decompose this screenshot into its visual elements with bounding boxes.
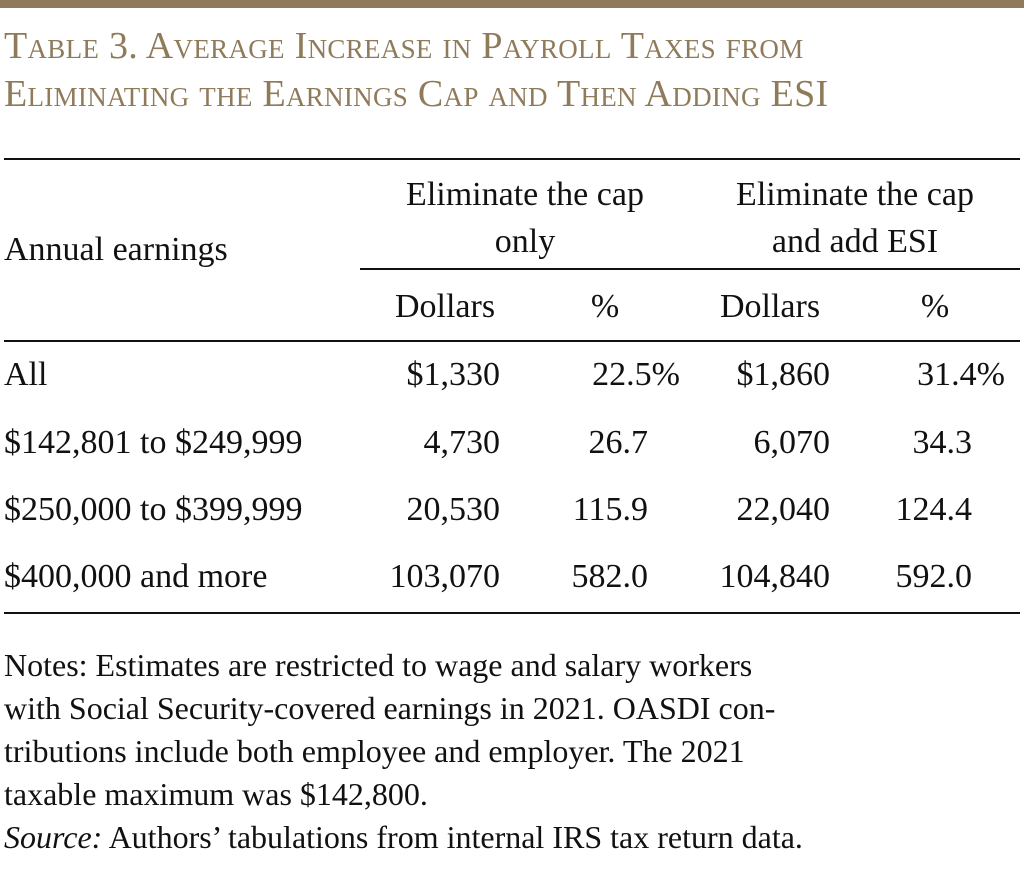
subheader-dollars-1: Dollars bbox=[394, 288, 496, 325]
table-top-rule bbox=[4, 158, 1020, 160]
notes-line-1: Notes: Estimates are restricted to wage … bbox=[4, 647, 753, 683]
source-text: Authors’ tabulations from internal IRS t… bbox=[102, 819, 803, 855]
table-notes: Notes: Estimates are restricted to wage … bbox=[4, 644, 1020, 859]
row-label-142801-249999: $142,801 to $249,999 bbox=[4, 424, 303, 461]
row-2-percent-cap-only: 115.9 bbox=[572, 491, 648, 528]
row-1-percent-cap-only: 26.7 bbox=[588, 424, 649, 461]
header-group-cap-esi-line-2: and add ESI bbox=[771, 223, 939, 260]
table-title: Table 3. Average Increase in Payroll Tax… bbox=[4, 22, 1020, 118]
row-1-dollars-cap-esi: 6,070 bbox=[753, 424, 831, 461]
header-group-cap-only-line-2: only bbox=[494, 223, 556, 260]
row-2-percent-cap-esi: 124.4 bbox=[895, 491, 973, 528]
source-line: Source: Authors’ tabulations from intern… bbox=[4, 816, 1020, 859]
header-bottom-rule bbox=[4, 340, 1020, 342]
row-3-percent-cap-only: 582.0 bbox=[571, 558, 649, 595]
row-2-dollars-cap-only: 20,530 bbox=[406, 491, 501, 528]
subheader-percent-1: % bbox=[590, 288, 620, 325]
header-group-cap-only-line-1: Eliminate the cap bbox=[406, 176, 644, 213]
header-group-rule bbox=[360, 268, 1020, 270]
row-all-dollars-cap-only: $1,330 bbox=[406, 356, 501, 393]
notes-line-3: tributions include both employee and emp… bbox=[4, 733, 745, 769]
subheader-percent-2: % bbox=[920, 288, 950, 325]
row-3-percent-cap-esi: 592.0 bbox=[895, 558, 973, 595]
table-title-line-1: Table 3. Average Increase in Payroll Tax… bbox=[4, 25, 804, 67]
subheader-dollars-2: Dollars bbox=[719, 288, 821, 325]
row-1-dollars-cap-only: 4,730 bbox=[423, 424, 501, 461]
notes-line-2: with Social Security-covered earnings in… bbox=[4, 690, 776, 726]
row-label-400000-more: $400,000 and more bbox=[4, 558, 268, 595]
row-2-dollars-cap-esi: 22,040 bbox=[736, 491, 831, 528]
header-group-cap-esi-line-1: Eliminate the cap bbox=[736, 176, 974, 213]
row-1-percent-cap-esi: 34.3 bbox=[912, 424, 973, 461]
row-all-dollars-cap-esi: $1,860 bbox=[736, 356, 831, 393]
row-all-percent-cap-only: 22.5% bbox=[592, 356, 680, 393]
row-all-percent-cap-esi: 31.4% bbox=[917, 356, 1005, 393]
header-annual-earnings: Annual earnings bbox=[4, 231, 228, 268]
table-bottom-rule bbox=[4, 612, 1020, 614]
source-label: Source: bbox=[4, 819, 103, 855]
row-3-dollars-cap-esi: 104,840 bbox=[719, 558, 831, 595]
row-label-250000-399999: $250,000 to $399,999 bbox=[4, 491, 303, 528]
top-accent-rule bbox=[0, 0, 1024, 8]
table-title-line-2: Eliminating the Earnings Cap and Then Ad… bbox=[4, 73, 829, 115]
notes-line-4: taxable maximum was $142,800. bbox=[4, 776, 428, 812]
row-3-dollars-cap-only: 103,070 bbox=[389, 558, 501, 595]
row-label-all: All bbox=[4, 356, 48, 393]
